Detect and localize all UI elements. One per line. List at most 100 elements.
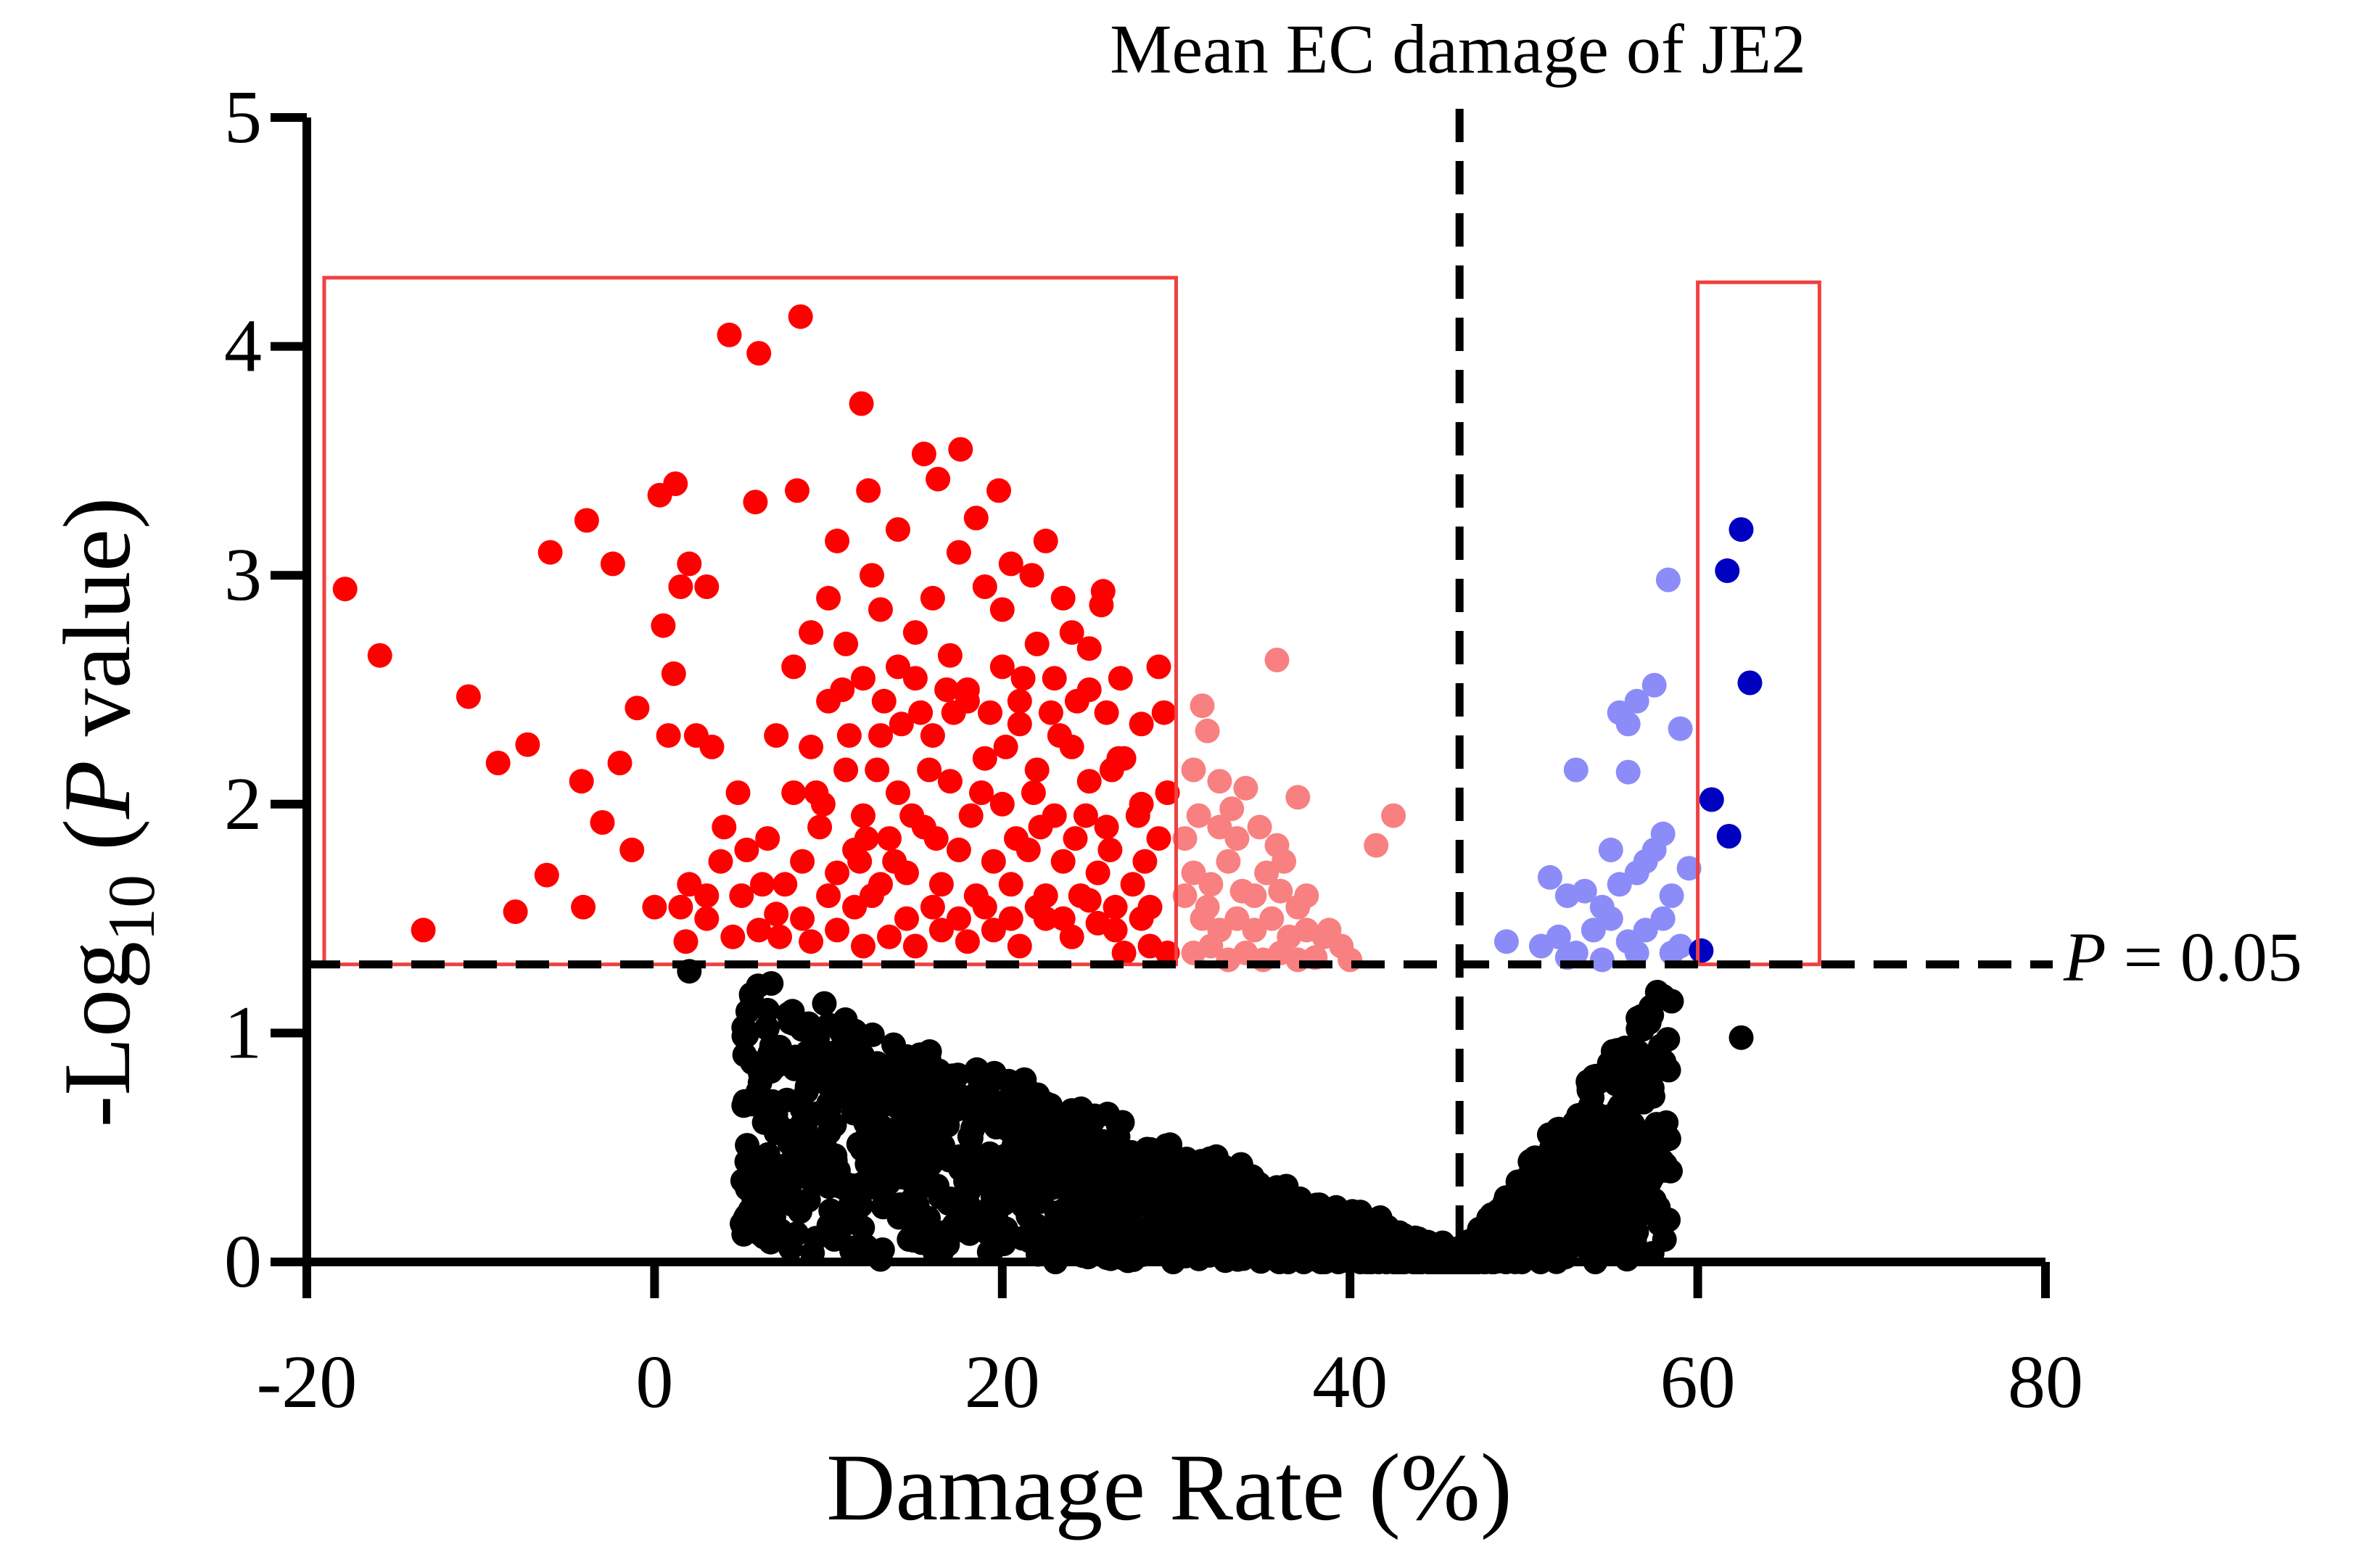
data-point: [860, 563, 884, 588]
data-point: [1624, 940, 1649, 965]
ns-point: [1298, 1220, 1323, 1245]
data-point: [1094, 814, 1119, 840]
data-point: [485, 751, 511, 775]
non-significant-points: [677, 959, 1754, 1274]
data-point: [816, 585, 841, 611]
data-point: [934, 677, 960, 702]
data-point: [1676, 856, 1702, 881]
ns-point: [1203, 1144, 1229, 1169]
data-point: [886, 517, 910, 542]
data-point: [865, 757, 890, 783]
ns-point: [809, 1143, 835, 1168]
ns-point: [1116, 1226, 1141, 1251]
ns-point: [1261, 1200, 1286, 1225]
ns-point: [1021, 1102, 1046, 1127]
data-point: [902, 620, 928, 645]
ns-point: [1138, 1191, 1163, 1216]
ns-point: [1525, 1173, 1551, 1199]
ns-point: [749, 1219, 774, 1245]
data-point: [1737, 670, 1763, 696]
y-tick-label: 3: [224, 533, 262, 616]
ns-point: [732, 1089, 757, 1114]
data-point: [764, 901, 789, 927]
data-point: [1317, 917, 1342, 943]
ns-point: [1325, 1201, 1351, 1226]
ns-point: [964, 1057, 989, 1082]
ns-point: [1728, 1025, 1754, 1050]
data-point: [1076, 888, 1102, 913]
data-point: [781, 654, 807, 680]
ns-point: [1044, 1152, 1069, 1178]
data-point: [911, 441, 936, 466]
ns-point: [1174, 1172, 1199, 1197]
data-point: [750, 872, 775, 897]
data-point: [1042, 666, 1067, 691]
data-point: [668, 574, 693, 599]
ns-point: [1095, 1178, 1120, 1203]
data-point: [1598, 837, 1623, 862]
y-label-close: value): [44, 497, 150, 760]
data-point: [1624, 688, 1649, 714]
ns-point: [844, 1073, 870, 1099]
data-point: [1028, 814, 1053, 840]
data-point: [972, 574, 997, 599]
ns-point: [895, 1108, 920, 1134]
data-point: [1633, 849, 1658, 874]
data-point: [1007, 711, 1032, 737]
ns-point: [753, 1098, 778, 1123]
y-label-subscript: 10: [94, 875, 168, 941]
ns-point: [1543, 1126, 1568, 1152]
data-point: [946, 906, 971, 931]
data-point: [941, 700, 966, 725]
ns-point: [1058, 1236, 1083, 1261]
data-point: [981, 917, 1006, 943]
data-point: [1094, 700, 1119, 725]
ns-point: [1024, 1213, 1050, 1238]
data-point: [1272, 849, 1297, 874]
x-tick-label: 60: [1660, 1340, 1736, 1424]
data-point: [600, 551, 625, 577]
data-point: [877, 826, 902, 851]
data-point: [928, 917, 954, 943]
data-point: [673, 929, 699, 954]
ns-point: [1622, 1226, 1647, 1251]
data-point: [1076, 636, 1102, 661]
ns-point: [778, 1173, 803, 1198]
ns-point: [1105, 1124, 1131, 1150]
data-point: [946, 540, 971, 565]
y-tick-label: 5: [224, 75, 262, 159]
data-point: [920, 894, 945, 920]
ns-point: [959, 1144, 984, 1169]
data-point: [1563, 757, 1589, 783]
highlight-box: [1696, 280, 1821, 967]
ns-point: [1582, 1127, 1607, 1152]
data-point: [833, 631, 859, 656]
data-point: [825, 860, 850, 886]
ns-point: [818, 1091, 844, 1116]
data-point: [799, 929, 824, 954]
data-point: [1172, 883, 1198, 908]
ns-point: [1251, 1231, 1277, 1257]
ns-point: [759, 971, 784, 996]
ns-point: [842, 1018, 868, 1044]
data-point: [920, 723, 945, 748]
ns-point: [849, 1171, 874, 1197]
data-point: [1224, 906, 1250, 931]
data-point: [1024, 894, 1050, 920]
data-point: [788, 304, 813, 329]
data-point: [1108, 666, 1133, 691]
ns-point: [1269, 1219, 1294, 1244]
data-point: [816, 883, 841, 908]
ns-point: [920, 1107, 945, 1133]
ns-point: [1609, 1119, 1633, 1144]
data-point: [1021, 780, 1046, 805]
ns-point: [981, 1237, 1006, 1261]
data-point: [625, 696, 650, 721]
data-point: [694, 574, 720, 599]
ns-point: [1169, 1219, 1195, 1245]
data-point: [877, 924, 902, 949]
ns-point: [1018, 1155, 1043, 1180]
data-point: [1268, 878, 1293, 904]
data-point: [1097, 837, 1123, 862]
data-point: [1233, 775, 1258, 801]
